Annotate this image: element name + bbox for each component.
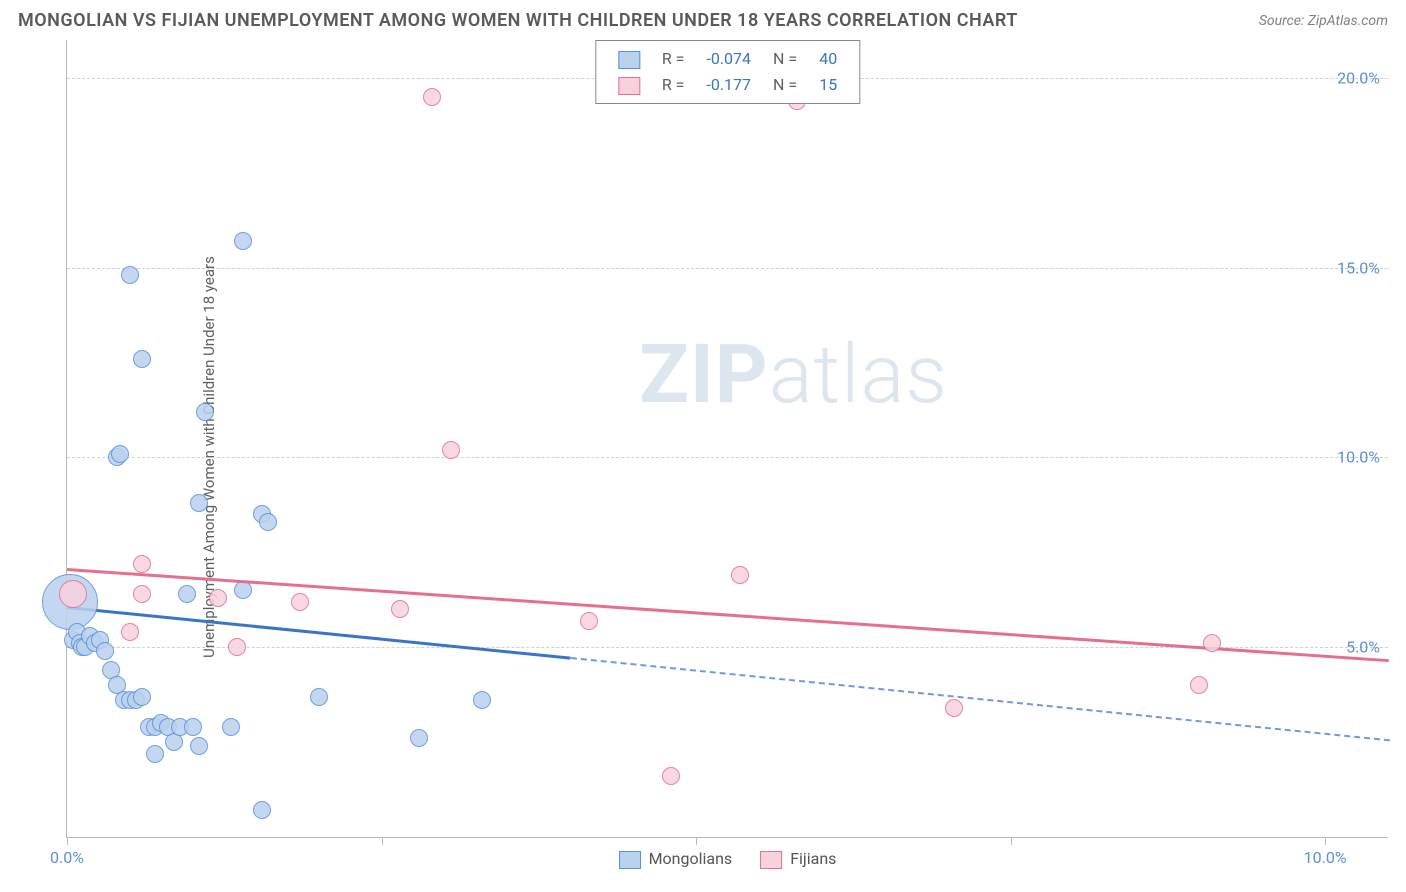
- data-point-mongolians: [410, 729, 428, 747]
- chart-source: Source: ZipAtlas.com: [1259, 13, 1388, 29]
- legend-item-mongolians: Mongolians: [619, 849, 733, 869]
- x-tick-label: 10.0%: [1304, 848, 1347, 867]
- legend-row-fijians: R =-0.177N =15: [608, 73, 847, 97]
- series-legend: Mongolians Fijians: [619, 849, 837, 869]
- data-point-mongolians: [133, 688, 151, 706]
- legend-item-fijians: Fijians: [760, 849, 836, 869]
- trend-line: [571, 657, 1390, 741]
- data-point-fijians: [133, 555, 151, 573]
- data-point-mongolians: [253, 801, 271, 819]
- data-point-fijians: [391, 600, 409, 618]
- data-point-mongolians: [234, 581, 252, 599]
- x-tick: [1325, 837, 1326, 845]
- data-point-fijians: [731, 566, 749, 584]
- data-point-mongolians: [222, 718, 240, 736]
- data-point-fijians: [662, 767, 680, 785]
- data-point-mongolians: [310, 688, 328, 706]
- data-point-fijians: [945, 699, 963, 717]
- x-tick: [696, 837, 697, 845]
- x-tick-label: 0.0%: [50, 848, 84, 867]
- data-point-fijians: [1190, 676, 1208, 694]
- data-point-fijians: [133, 585, 151, 603]
- x-tick: [1011, 837, 1012, 845]
- y-tick-label: 5.0%: [1346, 638, 1380, 657]
- trend-line: [67, 568, 1389, 662]
- legend-row-mongolians: R =-0.074N =40: [608, 47, 847, 71]
- data-point-fijians: [1203, 634, 1221, 652]
- gridline: [67, 457, 1388, 458]
- data-point-mongolians: [184, 718, 202, 736]
- x-tick: [382, 837, 383, 845]
- data-point-mongolians: [190, 737, 208, 755]
- data-point-mongolians: [133, 350, 151, 368]
- chart-title: MONGOLIAN VS FIJIAN UNEMPLOYMENT AMONG W…: [18, 10, 1018, 31]
- data-point-mongolians: [473, 691, 491, 709]
- data-point-mongolians: [111, 445, 129, 463]
- data-point-fijians: [580, 612, 598, 630]
- x-tick: [67, 837, 68, 845]
- data-point-fijians: [121, 623, 139, 641]
- data-point-fijians: [59, 580, 87, 608]
- data-point-mongolians: [234, 232, 252, 250]
- y-tick-label: 20.0%: [1337, 68, 1380, 87]
- data-point-fijians: [228, 638, 246, 656]
- data-point-mongolians: [190, 494, 208, 512]
- data-point-mongolians: [259, 513, 277, 531]
- data-point-mongolians: [121, 266, 139, 284]
- y-tick-label: 15.0%: [1337, 258, 1380, 277]
- data-point-mongolians: [196, 403, 214, 421]
- scatter-plot-area: R =-0.074N =40R =-0.177N =15 ZIPatlas Mo…: [66, 40, 1388, 838]
- data-point-mongolians: [178, 585, 196, 603]
- y-tick-label: 10.0%: [1337, 448, 1380, 467]
- data-point-fijians: [209, 589, 227, 607]
- data-point-fijians: [291, 593, 309, 611]
- gridline: [67, 268, 1388, 269]
- data-point-mongolians: [96, 642, 114, 660]
- watermark: ZIPatlas: [639, 327, 948, 423]
- data-point-fijians: [442, 441, 460, 459]
- trend-line: [67, 606, 571, 660]
- correlation-legend: R =-0.074N =40R =-0.177N =15: [595, 40, 860, 104]
- data-point-fijians: [423, 88, 441, 106]
- data-point-mongolians: [146, 745, 164, 763]
